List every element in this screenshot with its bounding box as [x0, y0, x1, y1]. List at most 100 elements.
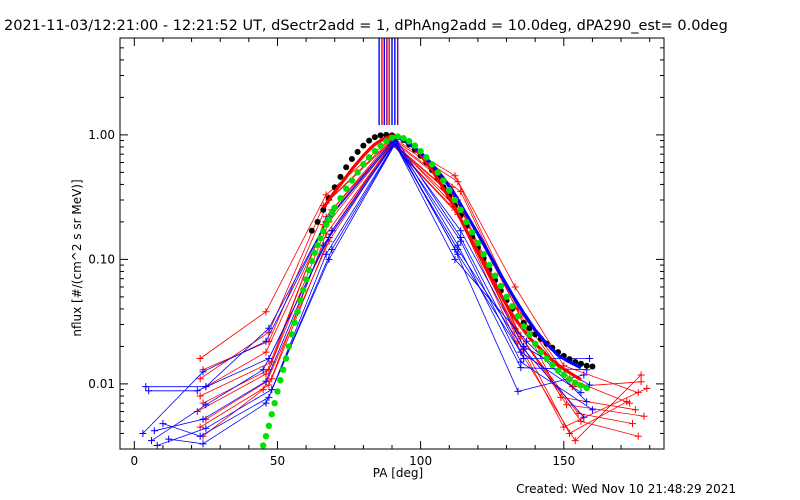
series-5-point-64 — [554, 367, 562, 374]
series-1-line-6-point-1 — [196, 432, 204, 440]
series-0-line-0-point-5 — [511, 283, 519, 291]
series-4-curve — [396, 135, 582, 370]
series-5-point-63 — [549, 361, 556, 369]
series-1-line-0 — [145, 137, 590, 388]
chart-title: 2021-11-03/12:21:00 - 12:21:52 UT, dSect… — [4, 18, 728, 34]
series-5-point-32 — [371, 147, 379, 155]
series-0-line-6-point-0 — [193, 408, 201, 416]
series-0-line-2-point-0 — [196, 375, 204, 383]
series-5-point-50 — [474, 239, 482, 247]
series-0-line-2-point-7 — [637, 378, 645, 386]
series-5-point-55 — [503, 293, 510, 301]
series-1-line-6-point-6 — [517, 358, 525, 366]
series-0-line-5-point-7 — [629, 420, 637, 428]
series-1-line-7-point-7 — [580, 413, 588, 421]
series-0-line-1-point-4 — [454, 178, 462, 186]
series-1-line-5-point-1 — [202, 424, 210, 432]
series-5-point-48 — [463, 218, 470, 226]
series-1-line-0-point-6 — [520, 354, 528, 362]
series-5-point-67 — [572, 379, 579, 387]
series-5-point-59 — [526, 331, 533, 338]
x-tick-label-0: 0 — [130, 454, 138, 468]
series-0-line-3-point-6 — [557, 393, 565, 401]
series-1-line-2-point-7 — [580, 371, 588, 379]
series-1-line-2 — [148, 139, 584, 392]
series-5-point-36 — [394, 133, 401, 140]
series-0 — [193, 134, 651, 445]
series-1-line-3-point-2 — [259, 366, 267, 374]
series-5-point-21 — [320, 228, 327, 235]
series-5-point-27 — [342, 185, 350, 192]
series-5-point-58 — [520, 323, 527, 330]
series-5-point-22 — [322, 221, 330, 228]
series-1-line-7-point-2 — [262, 399, 270, 407]
y-axis-label: nflux [#/(cm^2 s sr MeV)] — [70, 179, 84, 336]
series-0-line-6 — [197, 139, 639, 437]
series-5-point-33 — [377, 142, 384, 149]
series-1-line-4-point-3 — [319, 241, 327, 249]
series-2-point-8 — [354, 148, 361, 155]
series-0-line-9-point-6 — [571, 437, 579, 445]
series-5-point-69 — [583, 384, 590, 392]
series-1-line-6-point-0 — [159, 420, 167, 428]
series-0-line-8-point-7 — [623, 398, 631, 406]
series-1-line-4-point-7 — [577, 389, 585, 397]
series-1-line-1 — [142, 138, 587, 434]
series-5-point-53 — [491, 272, 499, 279]
series-5-point-10 — [288, 331, 295, 338]
series-5-point-39 — [411, 142, 419, 149]
series-0-line-5 — [202, 142, 633, 424]
vertical-markers — [378, 38, 399, 126]
series-1-line-4-point-6 — [517, 348, 525, 356]
series-5-point-0 — [259, 442, 267, 449]
series-0-line-9 — [202, 143, 642, 442]
series-5-point-26 — [337, 195, 344, 202]
series-1-line-7-point-4 — [391, 140, 399, 148]
series-0-line-6-point-1 — [262, 370, 270, 378]
series-5-point-1 — [262, 433, 270, 440]
series-5-point-24 — [328, 209, 336, 217]
axes: 0 50 100 150 1.00 0.10 0.01 — [88, 37, 664, 468]
series-2-point-2 — [320, 206, 327, 213]
series-5-point-37 — [400, 135, 407, 142]
series-5-point-66 — [566, 376, 573, 383]
series-5-point-40 — [417, 147, 424, 155]
series-5-point-17 — [308, 257, 316, 265]
series-2-point-0 — [308, 227, 315, 234]
series-5-point-51 — [480, 251, 487, 258]
series-5-point-35 — [388, 134, 396, 141]
series-5-point-7 — [280, 366, 287, 373]
series-2-point-6 — [343, 164, 350, 171]
series-5-point-13 — [297, 297, 304, 304]
series-2-point-9 — [360, 142, 367, 149]
series-2-point-49 — [589, 363, 596, 370]
series-1-line-4-point-1 — [199, 415, 207, 423]
series-2-point-48 — [583, 362, 590, 369]
series-5-point-62 — [543, 355, 550, 362]
series-5-point-57 — [514, 312, 522, 320]
series-5-point-18 — [311, 249, 318, 256]
series-0-line-3-point-4 — [457, 188, 465, 196]
series-1-line-3-point-5 — [457, 227, 465, 235]
series-1-line-5 — [157, 142, 587, 446]
series-5-point-11 — [291, 319, 298, 326]
y-tick-label-2: 0.01 — [88, 377, 115, 391]
created-timestamp: Created: Wed Nov 10 21:48:29 2021 — [516, 482, 736, 496]
series-1-line-0-point-2 — [265, 324, 273, 332]
data-series — [139, 131, 651, 449]
series-5-point-65 — [560, 371, 567, 379]
series-1-line-3-point-0 — [147, 437, 155, 445]
series-0-line-4-point-0 — [196, 392, 204, 400]
series-3 — [322, 134, 582, 382]
series-0-line-3-point-7 — [631, 406, 639, 414]
series-1-line-5-point-7 — [583, 398, 591, 406]
series-5-point-47 — [457, 206, 464, 214]
series-0-line-9-point-1 — [259, 386, 267, 394]
series-1-line-7-point-6 — [520, 345, 528, 353]
series-5-point-41 — [423, 154, 430, 161]
series-2-point-12 — [377, 132, 384, 139]
series-3-curve — [322, 134, 582, 382]
series-1-line-7-point-5 — [454, 246, 462, 254]
series-5-point-28 — [348, 177, 356, 184]
series-5-point-38 — [405, 137, 413, 145]
